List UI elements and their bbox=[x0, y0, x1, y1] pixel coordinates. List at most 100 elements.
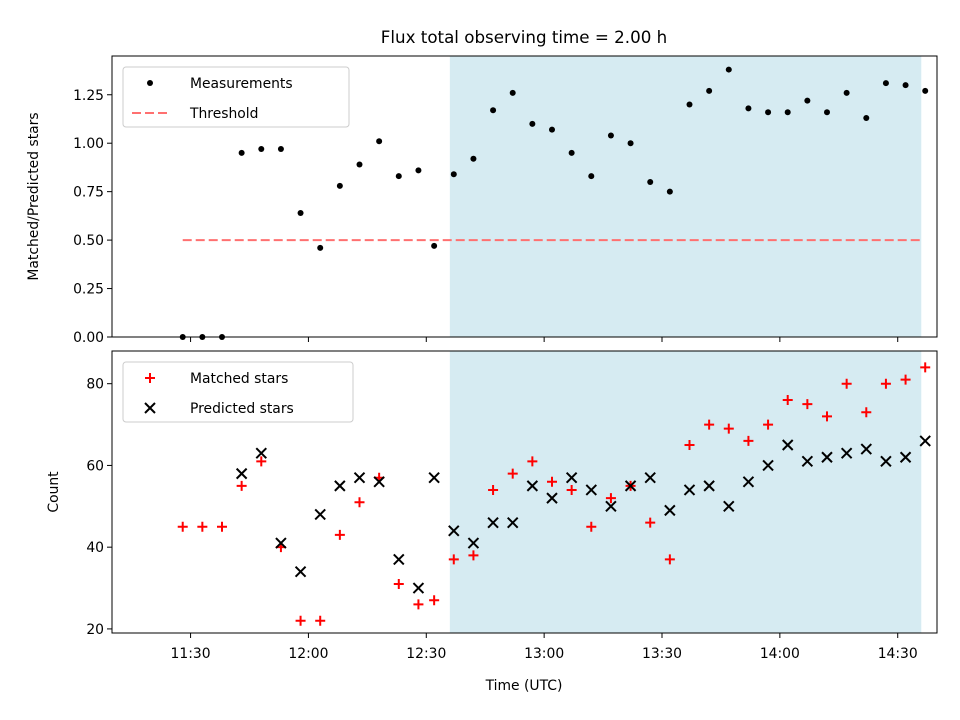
measurement-point bbox=[843, 89, 850, 96]
predicted-star-point bbox=[546, 492, 558, 504]
predicted-star-point bbox=[624, 480, 637, 492]
x-axis-label: Time (UTC) bbox=[485, 678, 563, 694]
matched-star-point bbox=[354, 497, 365, 508]
measurement-point bbox=[238, 149, 245, 156]
legend-label: Measurements bbox=[190, 76, 293, 92]
predicted-star-point bbox=[294, 565, 307, 578]
matched-star-point bbox=[236, 480, 247, 491]
measurement-point bbox=[356, 161, 363, 168]
matched-star-point bbox=[645, 517, 656, 528]
legend-box bbox=[122, 66, 350, 128]
y-tick-label: 0.00 bbox=[73, 330, 104, 346]
predicted-star-point bbox=[334, 480, 346, 492]
legend-marker-matched bbox=[145, 373, 155, 383]
matched-star-point bbox=[413, 599, 424, 610]
legend-label: Predicted stars bbox=[190, 401, 294, 417]
predicted-star-point bbox=[393, 553, 405, 566]
predicted-star-point bbox=[605, 500, 617, 513]
legend-marker-predicted bbox=[144, 402, 156, 414]
matched-star-point bbox=[527, 456, 538, 467]
y-tick-label: 80 bbox=[86, 377, 104, 393]
matched-star-point bbox=[743, 435, 754, 446]
matched-star-point bbox=[295, 615, 306, 626]
predicted-star-point bbox=[821, 451, 833, 463]
x-tick-label: 13:00 bbox=[524, 646, 564, 662]
matched-star-point bbox=[177, 521, 188, 532]
y-tick-label: 20 bbox=[86, 622, 104, 638]
predicted-star-point bbox=[448, 525, 460, 537]
measurement-point bbox=[395, 173, 402, 180]
measurement-point bbox=[336, 182, 343, 189]
x-tick-label: 12:30 bbox=[406, 646, 446, 662]
matched-star-point bbox=[684, 440, 695, 450]
matched-star-point bbox=[547, 476, 557, 487]
measurement-point bbox=[490, 107, 497, 114]
measurement-point bbox=[706, 87, 713, 94]
predicted-star-point bbox=[880, 455, 892, 468]
predicted-star-point bbox=[683, 484, 696, 496]
measurement-point bbox=[902, 82, 909, 89]
matched-star-point bbox=[605, 493, 616, 504]
chart-title: Flux total observing time = 2.00 h bbox=[381, 27, 667, 47]
measurement-point bbox=[470, 155, 477, 162]
measurement-point bbox=[450, 171, 457, 178]
y-tick-label: 40 bbox=[86, 540, 104, 556]
measurement-point bbox=[804, 97, 811, 104]
measurement-point bbox=[627, 140, 634, 147]
matched-star-point bbox=[763, 419, 774, 430]
measurement-point bbox=[529, 120, 536, 127]
predicted-star-point bbox=[428, 471, 440, 484]
predicted-star-point bbox=[585, 484, 597, 496]
predicted-star-point bbox=[314, 508, 326, 521]
predicted-star-point bbox=[801, 455, 814, 468]
matched-star-point bbox=[256, 456, 267, 467]
predicted-star-point bbox=[742, 476, 755, 488]
measurement-point bbox=[824, 109, 830, 116]
matched-star-point bbox=[723, 423, 734, 434]
panel-counts: 20 40 60 80 11:30 12:00 12:30 13:00 13:30 14:00 14… bbox=[46, 350, 938, 662]
matched-star-point bbox=[664, 554, 675, 565]
y-tick-label: 0.25 bbox=[73, 282, 104, 298]
matched-star-point bbox=[920, 362, 931, 373]
matched-star-point bbox=[429, 595, 440, 606]
predicted-star-point bbox=[664, 504, 676, 517]
measurement-point bbox=[784, 109, 791, 116]
predicted-star-point bbox=[373, 476, 385, 488]
x-tick-label: 13:30 bbox=[642, 646, 682, 662]
legend-box bbox=[122, 361, 354, 423]
predicted-star-point bbox=[255, 447, 267, 459]
matched-star-point bbox=[393, 578, 404, 589]
predicted-star-point bbox=[644, 471, 656, 484]
matched-star-point bbox=[782, 395, 793, 406]
x-tick-label: 14:00 bbox=[760, 646, 800, 662]
measurement-point bbox=[297, 209, 304, 216]
measurement-point bbox=[922, 87, 929, 94]
y-tick-label: 0.75 bbox=[73, 185, 104, 201]
y-tick-label: 1.00 bbox=[73, 136, 104, 152]
predicted-star-point bbox=[723, 500, 735, 513]
matched-star-point bbox=[334, 529, 345, 540]
y-tick-label: 0.50 bbox=[73, 233, 104, 249]
predicted-star-point bbox=[762, 459, 774, 472]
matched-star-point bbox=[315, 615, 326, 626]
predicted-star-point bbox=[507, 516, 519, 529]
matched-star-point bbox=[197, 521, 208, 532]
matched-star-point bbox=[507, 468, 518, 479]
measurement-point bbox=[509, 89, 516, 96]
matched-star-point bbox=[880, 378, 891, 389]
matched-star-point bbox=[217, 521, 227, 532]
measurement-point bbox=[725, 66, 732, 73]
matched-star-point bbox=[704, 419, 715, 430]
matched-star-point bbox=[448, 554, 459, 565]
matched-star-point bbox=[900, 374, 911, 385]
observing-window-shade bbox=[449, 56, 922, 337]
predicted-star-point bbox=[782, 439, 794, 451]
measurement-point bbox=[277, 146, 284, 153]
measurement-point bbox=[431, 242, 438, 249]
predicted-star-point bbox=[703, 480, 715, 492]
measurement-point bbox=[745, 105, 752, 112]
y-axis-label: Count bbox=[46, 471, 62, 513]
predicted-star-point bbox=[467, 537, 480, 549]
matched-star-point bbox=[488, 484, 499, 495]
measurement-point bbox=[415, 167, 422, 174]
